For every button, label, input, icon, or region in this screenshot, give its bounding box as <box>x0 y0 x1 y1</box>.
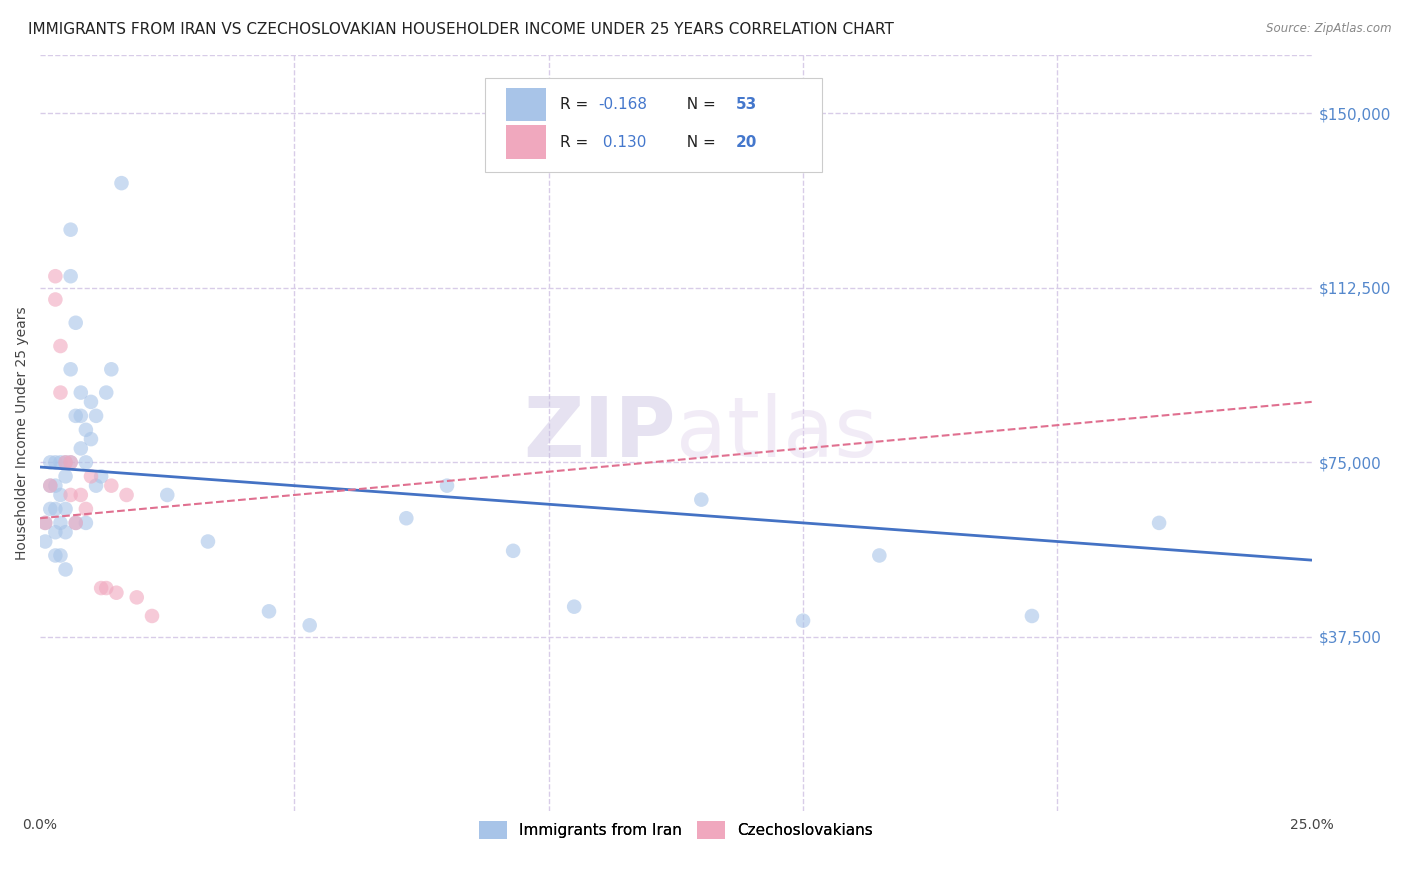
Point <box>44 455 66 469</box>
Text: 0.130: 0.130 <box>599 135 647 150</box>
Point <box>65 316 87 330</box>
Point <box>298 618 321 632</box>
Point <box>44 549 66 563</box>
Point <box>49 488 72 502</box>
Text: N =: N = <box>678 97 721 112</box>
Point <box>1021 609 1043 624</box>
Point <box>436 478 458 492</box>
Point <box>75 516 97 530</box>
Text: IMMIGRANTS FROM IRAN VS CZECHOSLOVAKIAN HOUSEHOLDER INCOME UNDER 25 YEARS CORREL: IMMIGRANTS FROM IRAN VS CZECHOSLOVAKIAN … <box>28 22 894 37</box>
Point <box>792 614 814 628</box>
Legend: Immigrants from Iran, Czechoslovakians: Immigrants from Iran, Czechoslovakians <box>472 814 879 846</box>
Point <box>75 455 97 469</box>
Text: Source: ZipAtlas.com: Source: ZipAtlas.com <box>1267 22 1392 36</box>
Point <box>90 581 112 595</box>
Point <box>34 516 56 530</box>
Text: N =: N = <box>678 135 721 150</box>
Point <box>55 455 77 469</box>
Point <box>100 478 122 492</box>
Point <box>110 176 132 190</box>
Point <box>59 222 82 236</box>
Text: ZIP: ZIP <box>523 392 676 474</box>
Point <box>44 293 66 307</box>
Point <box>257 604 280 618</box>
Point <box>115 488 138 502</box>
Point <box>75 423 97 437</box>
Point <box>49 339 72 353</box>
Point <box>690 492 713 507</box>
Point <box>55 502 77 516</box>
Point <box>44 502 66 516</box>
Text: -0.168: -0.168 <box>599 97 647 112</box>
Point <box>141 609 163 624</box>
Y-axis label: Householder Income Under 25 years: Householder Income Under 25 years <box>15 307 30 560</box>
Point <box>59 455 82 469</box>
Point <box>502 544 524 558</box>
Point <box>69 442 91 456</box>
Point <box>84 409 107 423</box>
Point <box>55 469 77 483</box>
Point <box>65 516 87 530</box>
Point <box>59 362 82 376</box>
Point <box>59 488 82 502</box>
Point <box>59 455 82 469</box>
Point <box>96 581 118 595</box>
Point <box>39 455 62 469</box>
Point <box>69 488 91 502</box>
Point <box>80 432 103 446</box>
Point <box>34 534 56 549</box>
Point <box>55 455 77 469</box>
Point <box>96 385 118 400</box>
Point <box>100 362 122 376</box>
Point <box>39 502 62 516</box>
Point <box>49 385 72 400</box>
FancyBboxPatch shape <box>506 87 546 121</box>
Point <box>868 549 890 563</box>
Point <box>34 516 56 530</box>
Point <box>80 395 103 409</box>
Point <box>65 516 87 530</box>
Text: 53: 53 <box>735 97 756 112</box>
Point <box>69 385 91 400</box>
Point <box>49 516 72 530</box>
Point <box>44 525 66 540</box>
Point <box>197 534 219 549</box>
FancyBboxPatch shape <box>485 78 823 172</box>
Point <box>55 562 77 576</box>
Point <box>44 269 66 284</box>
Point <box>49 549 72 563</box>
Point <box>55 525 77 540</box>
Point <box>105 585 128 599</box>
Point <box>562 599 585 614</box>
FancyBboxPatch shape <box>506 126 546 159</box>
Point <box>125 591 148 605</box>
Point <box>84 478 107 492</box>
Point <box>39 478 62 492</box>
Point <box>1147 516 1170 530</box>
Point <box>49 455 72 469</box>
Point <box>59 269 82 284</box>
Point <box>75 502 97 516</box>
Text: R =: R = <box>560 97 593 112</box>
Point <box>39 478 62 492</box>
Point <box>156 488 179 502</box>
Point <box>44 478 66 492</box>
Point <box>80 469 103 483</box>
Point <box>65 409 87 423</box>
Point <box>69 409 91 423</box>
Text: R =: R = <box>560 135 593 150</box>
Point <box>90 469 112 483</box>
Text: 20: 20 <box>735 135 756 150</box>
Text: atlas: atlas <box>676 392 877 474</box>
Point <box>395 511 418 525</box>
